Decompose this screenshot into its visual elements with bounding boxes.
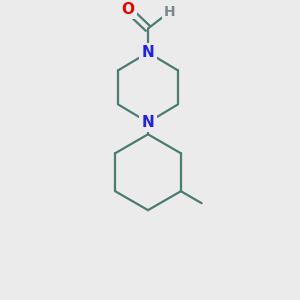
Text: H: H: [164, 4, 176, 19]
Text: N: N: [142, 115, 154, 130]
Text: O: O: [122, 2, 134, 17]
Text: N: N: [142, 45, 154, 60]
